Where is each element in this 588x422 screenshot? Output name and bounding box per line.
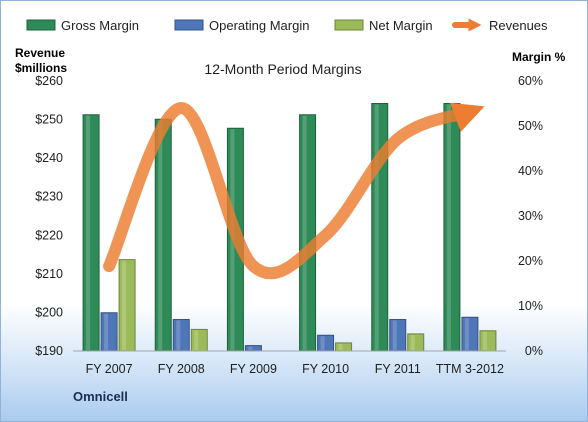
left-tick-label: $230 (35, 190, 63, 204)
bar-highlight (104, 313, 109, 350)
left-tick-label: $250 (35, 113, 63, 127)
category-label: FY 2009 (230, 362, 277, 376)
bar-operating-margin (317, 334, 335, 352)
bar-gross-margin (154, 118, 172, 352)
bar-highlight (194, 330, 199, 350)
right-axis: 0% 10% 20% 30% 40% 50% 60% (518, 74, 543, 358)
legend-label: Gross Margin (61, 18, 139, 33)
left-tick-label: $240 (35, 151, 63, 165)
right-tick-label: 30% (518, 209, 543, 223)
bar-operating-margin (100, 312, 118, 352)
bar-highlight (122, 260, 127, 350)
bar-net-margin (335, 342, 353, 352)
bar-highlight (158, 120, 163, 350)
category-label: FY 2010 (302, 362, 349, 376)
bar-series (82, 103, 497, 352)
company-name: Omnicell (73, 389, 128, 404)
bar-highlight (338, 343, 343, 350)
legend-swatch (174, 19, 204, 31)
left-tick-label: $210 (35, 267, 63, 281)
bar-highlight (392, 320, 397, 350)
bar-gross-margin (371, 103, 389, 352)
right-tick-label: 50% (518, 119, 543, 133)
bar-highlight (464, 318, 469, 350)
bar-highlight (482, 331, 487, 350)
legend: Gross Margin Operating Margin Net Margin Re… (26, 18, 548, 33)
right-axis-title: Margin % (512, 50, 566, 64)
category-label: TTM 3-2012 (436, 362, 504, 376)
left-axis-title-line1: Revenue (15, 46, 65, 60)
bar-gross-margin (82, 114, 100, 352)
left-tick-label: $220 (35, 228, 63, 242)
legend-label: Net Margin (369, 18, 433, 33)
category-label: FY 2007 (86, 362, 133, 376)
right-tick-label: 40% (518, 164, 543, 178)
revenues-line (103, 102, 485, 280)
bar-highlight (320, 336, 325, 350)
left-tick-label: $260 (35, 74, 63, 88)
bar-operating-margin (461, 316, 479, 352)
category-label: FY 2008 (158, 362, 205, 376)
right-tick-label: 0% (525, 344, 543, 358)
right-tick-label: 20% (518, 254, 543, 268)
bar-highlight (446, 104, 451, 350)
bar-highlight (410, 334, 415, 350)
bar-highlight (86, 115, 91, 350)
bar-gross-margin (443, 103, 461, 352)
left-tick-label: $190 (35, 344, 63, 358)
bar-highlight (374, 104, 379, 350)
legend-label: Operating Margin (209, 18, 309, 33)
bar-highlight (302, 115, 307, 350)
bar-highlight (248, 346, 253, 350)
bar-highlight (176, 320, 181, 350)
right-tick-label: 10% (518, 299, 543, 313)
bar-gross-margin (299, 114, 317, 352)
bar-operating-margin (389, 319, 407, 352)
chart-title: 12-Month Period Margins (204, 61, 361, 77)
left-tick-label: $200 (35, 305, 63, 319)
legend-swatch (26, 19, 56, 31)
right-tick-label: 60% (518, 74, 543, 88)
bar-operating-margin (172, 319, 190, 352)
category-label: FY 2011 (375, 362, 421, 376)
revenues-line-path (103, 102, 485, 280)
bar-net-margin (407, 333, 425, 352)
left-axis-title-line2: $millions (15, 61, 67, 75)
left-axis: $190 $200 $210 $220 $230 $240 $250 $260 (35, 74, 63, 358)
bar-net-margin (118, 259, 136, 352)
legend-swatch (334, 19, 364, 31)
bar-operating-margin (244, 345, 262, 352)
category-axis: FY 2007 FY 2008 FY 2009 FY 2010 FY 2011 TTM 3… (86, 362, 504, 376)
bar-net-margin (479, 330, 497, 352)
legend-label: Revenues (489, 18, 548, 33)
bar-net-margin (190, 328, 208, 352)
